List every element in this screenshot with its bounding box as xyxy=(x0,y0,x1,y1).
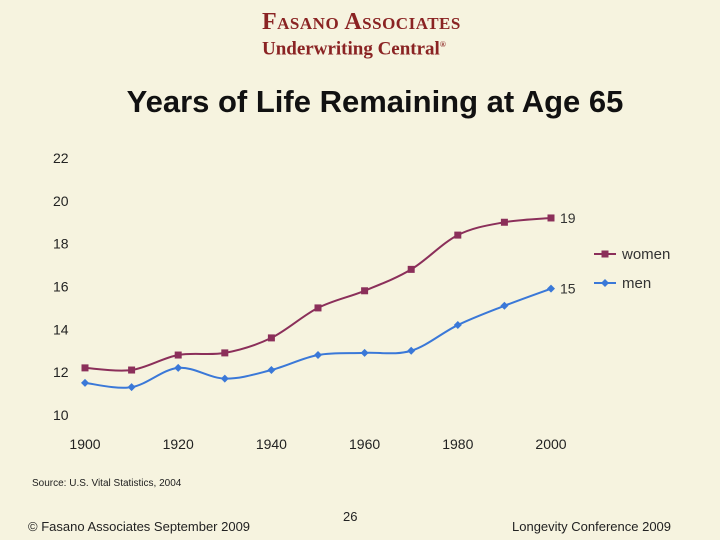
data-point-women xyxy=(221,349,229,357)
legend-marker-men xyxy=(601,279,609,287)
y-tick-label: 22 xyxy=(53,150,69,166)
x-tick-label: 1980 xyxy=(442,436,473,452)
y-tick-label: 16 xyxy=(53,279,69,295)
legend-marker-women xyxy=(601,250,609,258)
data-point-women xyxy=(454,231,462,239)
x-tick-label: 1940 xyxy=(256,436,287,452)
data-point-men xyxy=(267,366,276,375)
logo-tagline: Underwriting Central® xyxy=(262,34,472,60)
legend-label-women: women xyxy=(621,246,670,263)
page-number: 26 xyxy=(343,509,358,524)
y-tick-label: 12 xyxy=(53,364,69,380)
end-label-women: 19 xyxy=(560,210,576,226)
data-point-men xyxy=(453,321,462,330)
series-line-women xyxy=(84,216,552,372)
data-point-men xyxy=(81,378,89,387)
data-point-men xyxy=(407,346,416,355)
footer-copyright: © Fasano Associates September 2009 xyxy=(28,519,251,534)
data-point-women xyxy=(267,334,275,342)
data-point-women xyxy=(500,218,508,226)
x-tick-label: 1920 xyxy=(163,436,194,452)
slide-title: Years of Life Remaining at Age 65 xyxy=(126,84,624,119)
y-tick-label: 18 xyxy=(53,236,69,252)
data-point-women xyxy=(81,364,89,372)
data-point-women xyxy=(361,287,369,295)
source-note: Source: U.S. Vital Statistics, 2004 xyxy=(32,478,182,489)
data-point-men xyxy=(127,383,136,392)
registered-mark: ® xyxy=(439,40,446,49)
legend-label-men: men xyxy=(622,275,651,292)
company-logo: Fasano Associates Underwriting Central® xyxy=(262,8,472,60)
data-point-men xyxy=(547,284,555,293)
data-point-women xyxy=(174,351,182,359)
x-tick-label: 1960 xyxy=(349,436,380,452)
logo-company-name: Fasano Associates xyxy=(262,9,461,35)
series-line-men xyxy=(84,287,552,389)
data-point-men xyxy=(174,363,183,372)
data-point-men xyxy=(220,374,229,383)
y-tick-label: 10 xyxy=(53,407,69,423)
end-label-men: 15 xyxy=(560,281,576,297)
x-tick-label: 1900 xyxy=(69,436,100,452)
logo-tagline-text: Underwriting Central xyxy=(262,38,440,60)
data-point-women xyxy=(314,304,322,312)
data-point-women xyxy=(407,265,415,273)
data-point-men xyxy=(360,348,369,357)
y-tick-label: 20 xyxy=(53,193,69,209)
data-point-men xyxy=(500,301,509,310)
data-point-women xyxy=(547,214,555,222)
x-tick-label: 2000 xyxy=(535,436,566,452)
y-tick-label: 14 xyxy=(53,321,69,337)
footer-event: Longevity Conference 2009 xyxy=(512,519,672,534)
data-point-men xyxy=(314,351,322,360)
data-point-women xyxy=(128,366,136,374)
